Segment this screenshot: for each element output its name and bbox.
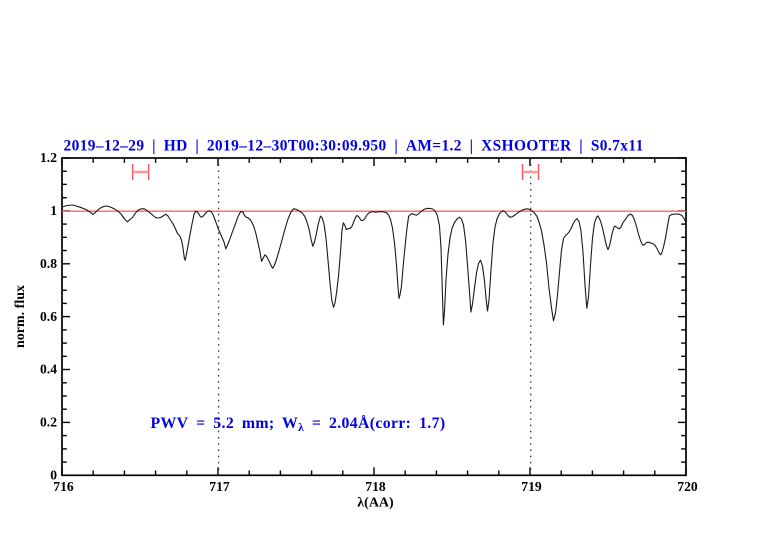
- svg-text:1.2: 1.2: [40, 150, 57, 165]
- svg-text:2019–12–29 | HD | 2019–12–: 2019–12–29 | HD | 2019–12–30T00:30:09.95…: [64, 137, 644, 154]
- svg-text:norm. flux: norm. flux: [13, 285, 28, 348]
- svg-text:717: 717: [209, 479, 230, 494]
- svg-text:λ(AA): λ(AA): [357, 496, 394, 511]
- svg-text:720: 720: [677, 479, 698, 494]
- svg-text:PWV = 5.2 mm; Wλ = 2.04Å: PWV = 5.2 mm; Wλ = 2.04Å(corr: 1.7): [151, 414, 446, 434]
- svg-text:0.4: 0.4: [40, 362, 57, 377]
- svg-text:0.8: 0.8: [40, 256, 57, 271]
- svg-text:716: 716: [53, 479, 74, 494]
- svg-text:718: 718: [365, 479, 386, 494]
- svg-text:1: 1: [50, 203, 57, 218]
- svg-text:719: 719: [521, 479, 542, 494]
- svg-text:0.6: 0.6: [40, 309, 57, 324]
- svg-text:0.2: 0.2: [40, 415, 57, 430]
- svg-text:0: 0: [50, 468, 57, 483]
